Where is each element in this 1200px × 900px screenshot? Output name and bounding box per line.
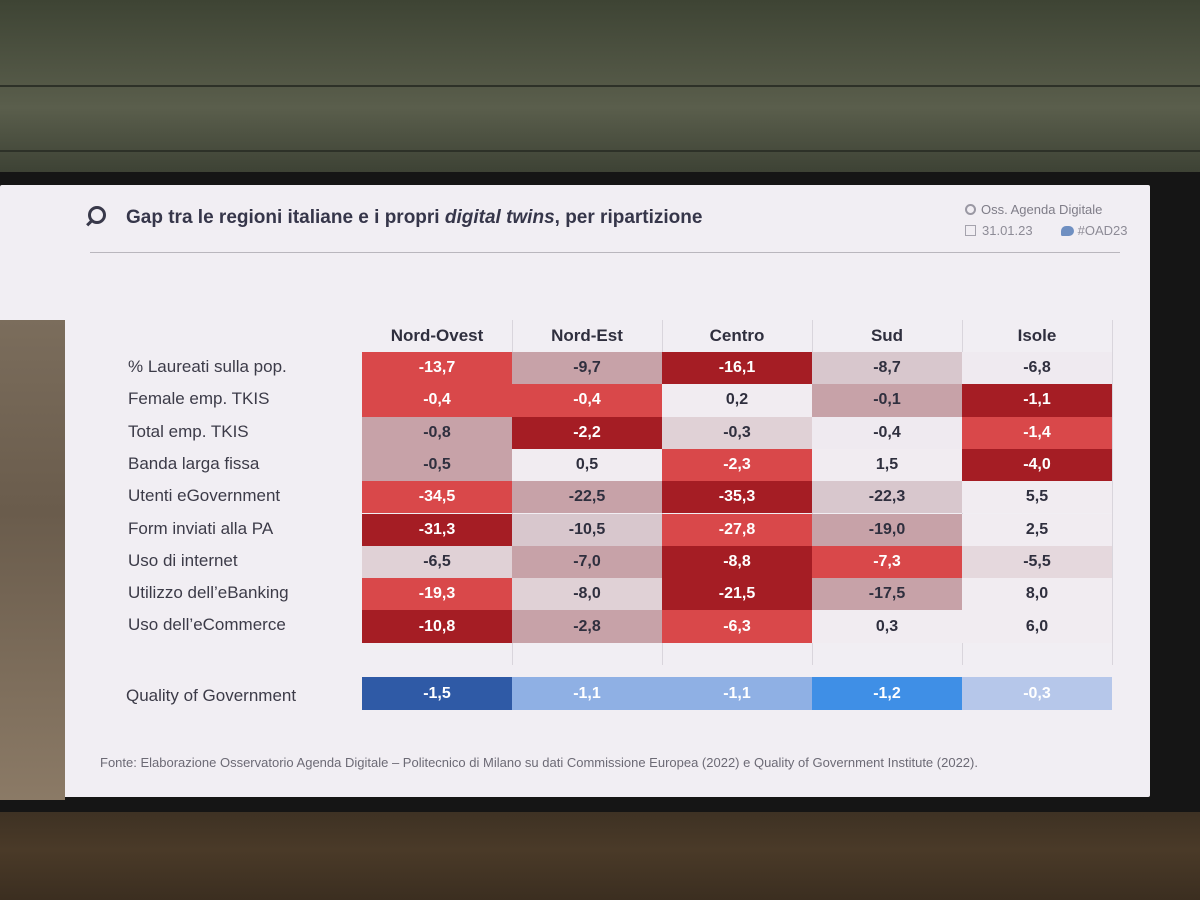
heatmap-cell: -22,5: [512, 481, 662, 514]
ceiling-beam: [0, 85, 1200, 87]
heatmap-cell: -17,5: [812, 578, 962, 611]
ceiling: [0, 0, 1200, 175]
heatmap-cell: -34,5: [362, 481, 512, 514]
ceiling-beam: [0, 150, 1200, 152]
heatmap-cell: -0,1: [812, 384, 962, 417]
heatmap-cell: -9,7: [512, 352, 662, 385]
heatmap-cell: -0,8: [362, 416, 512, 449]
heatmap-cell: -22,3: [812, 481, 962, 514]
heatmap-cell: -1,1: [962, 384, 1112, 417]
heatmap-cell: -6,3: [662, 610, 812, 643]
qog-cell: -1,1: [512, 677, 662, 710]
row-label: Female emp. TKIS: [128, 389, 270, 409]
qog-cell: -1,2: [812, 677, 962, 710]
heatmap-cell: -2,3: [662, 448, 812, 482]
heatmap-cell: -16,1: [662, 352, 812, 385]
brand-label: Oss. Agenda Digitale: [965, 202, 1102, 217]
heatmap-cell: 8,0: [962, 578, 1112, 611]
heatmap-cell: -35,3: [662, 481, 812, 514]
heatmap-cell: -4,0: [962, 448, 1112, 482]
stage-video-strip: [0, 320, 65, 800]
column-separator: [1112, 320, 1113, 665]
qog-cell: -0,3: [962, 677, 1112, 710]
heatmap-cell: -1,4: [962, 416, 1112, 449]
heatmap-cell: -8,0: [512, 578, 662, 611]
heatmap-cell: -0,5: [362, 448, 512, 482]
row-label: Banda larga fissa: [128, 453, 260, 473]
floor: [0, 800, 1200, 900]
heatmap-cell: -5,5: [962, 545, 1112, 579]
qog-cell: -1,5: [362, 677, 512, 710]
slide-hashtag: #OAD23: [1077, 223, 1128, 238]
heatmap-cell: -19,3: [362, 578, 512, 611]
row-label: Uso dell’eCommerce: [128, 615, 286, 635]
row-label: Utilizzo dell’eBanking: [128, 583, 289, 603]
column-header: Centro: [709, 326, 765, 345]
row-label: % Laureati sulla pop.: [128, 357, 287, 376]
heatmap-cell: -13,7: [362, 352, 512, 385]
heatmap-cell: -19,0: [812, 513, 962, 546]
search-icon: [965, 204, 976, 215]
heatmap-cell: -6,8: [962, 352, 1112, 385]
column-header: Nord-Est: [551, 326, 623, 345]
row-label: Utenti eGovernment: [128, 486, 281, 506]
slide-title: Gap tra le regioni italiane e i propri d…: [126, 207, 703, 228]
search-icon: [88, 206, 106, 224]
qog-row-label: Quality of Government: [126, 686, 297, 705]
column-header: Nord-Ovest: [390, 326, 484, 345]
row-label: Uso di internet: [128, 550, 238, 570]
twitter-icon: [1060, 226, 1074, 236]
heatmap-cell: -27,8: [662, 513, 812, 546]
heatmap-cell: 0,2: [662, 384, 812, 417]
title-divider: [90, 252, 1120, 253]
heatmap-cell: 2,5: [962, 513, 1112, 546]
heatmap-cell: -0,4: [362, 384, 512, 417]
date-hashtag-row: 31.01.23 #OAD23: [965, 223, 1127, 238]
heatmap-cell: -10,8: [362, 610, 512, 643]
heatmap-cell: 0,3: [812, 610, 962, 643]
row-label: Total emp. TKIS: [128, 421, 249, 441]
heatmap-cell: -8,7: [812, 352, 962, 385]
source-note: Fonte: Elaborazione Osservatorio Agenda …: [100, 755, 978, 770]
heatmap-cell: -31,3: [362, 513, 512, 546]
heatmap-cell: -6,5: [362, 545, 512, 579]
heatmap-cell: -0,4: [812, 416, 962, 449]
slide-date: 31.01.23: [982, 223, 1033, 238]
heatmap-cell: -7,3: [812, 545, 962, 579]
heatmap-cell: 1,5: [812, 448, 962, 482]
heatmap-cell: -0,3: [662, 416, 812, 449]
heatmap-cell: -21,5: [662, 578, 812, 611]
column-header: Isole: [1017, 326, 1057, 345]
heatmap-cell: 5,5: [962, 481, 1112, 514]
qog-cell: -1,1: [662, 677, 812, 710]
heatmap-cell: 6,0: [962, 610, 1112, 643]
heatmap-cell: -8,8: [662, 545, 812, 579]
calendar-icon: [965, 225, 976, 236]
heatmap-cell: -0,4: [512, 384, 662, 417]
heatmap-cell: -10,5: [512, 513, 662, 546]
row-label: Form inviati alla PA: [128, 518, 274, 538]
heatmap-cell: -7,0: [512, 545, 662, 579]
heatmap-cell: 0,5: [512, 448, 662, 482]
heatmap-cell: -2,2: [512, 416, 662, 449]
column-header: Sud: [870, 326, 904, 345]
heatmap-cell: -2,8: [512, 610, 662, 643]
